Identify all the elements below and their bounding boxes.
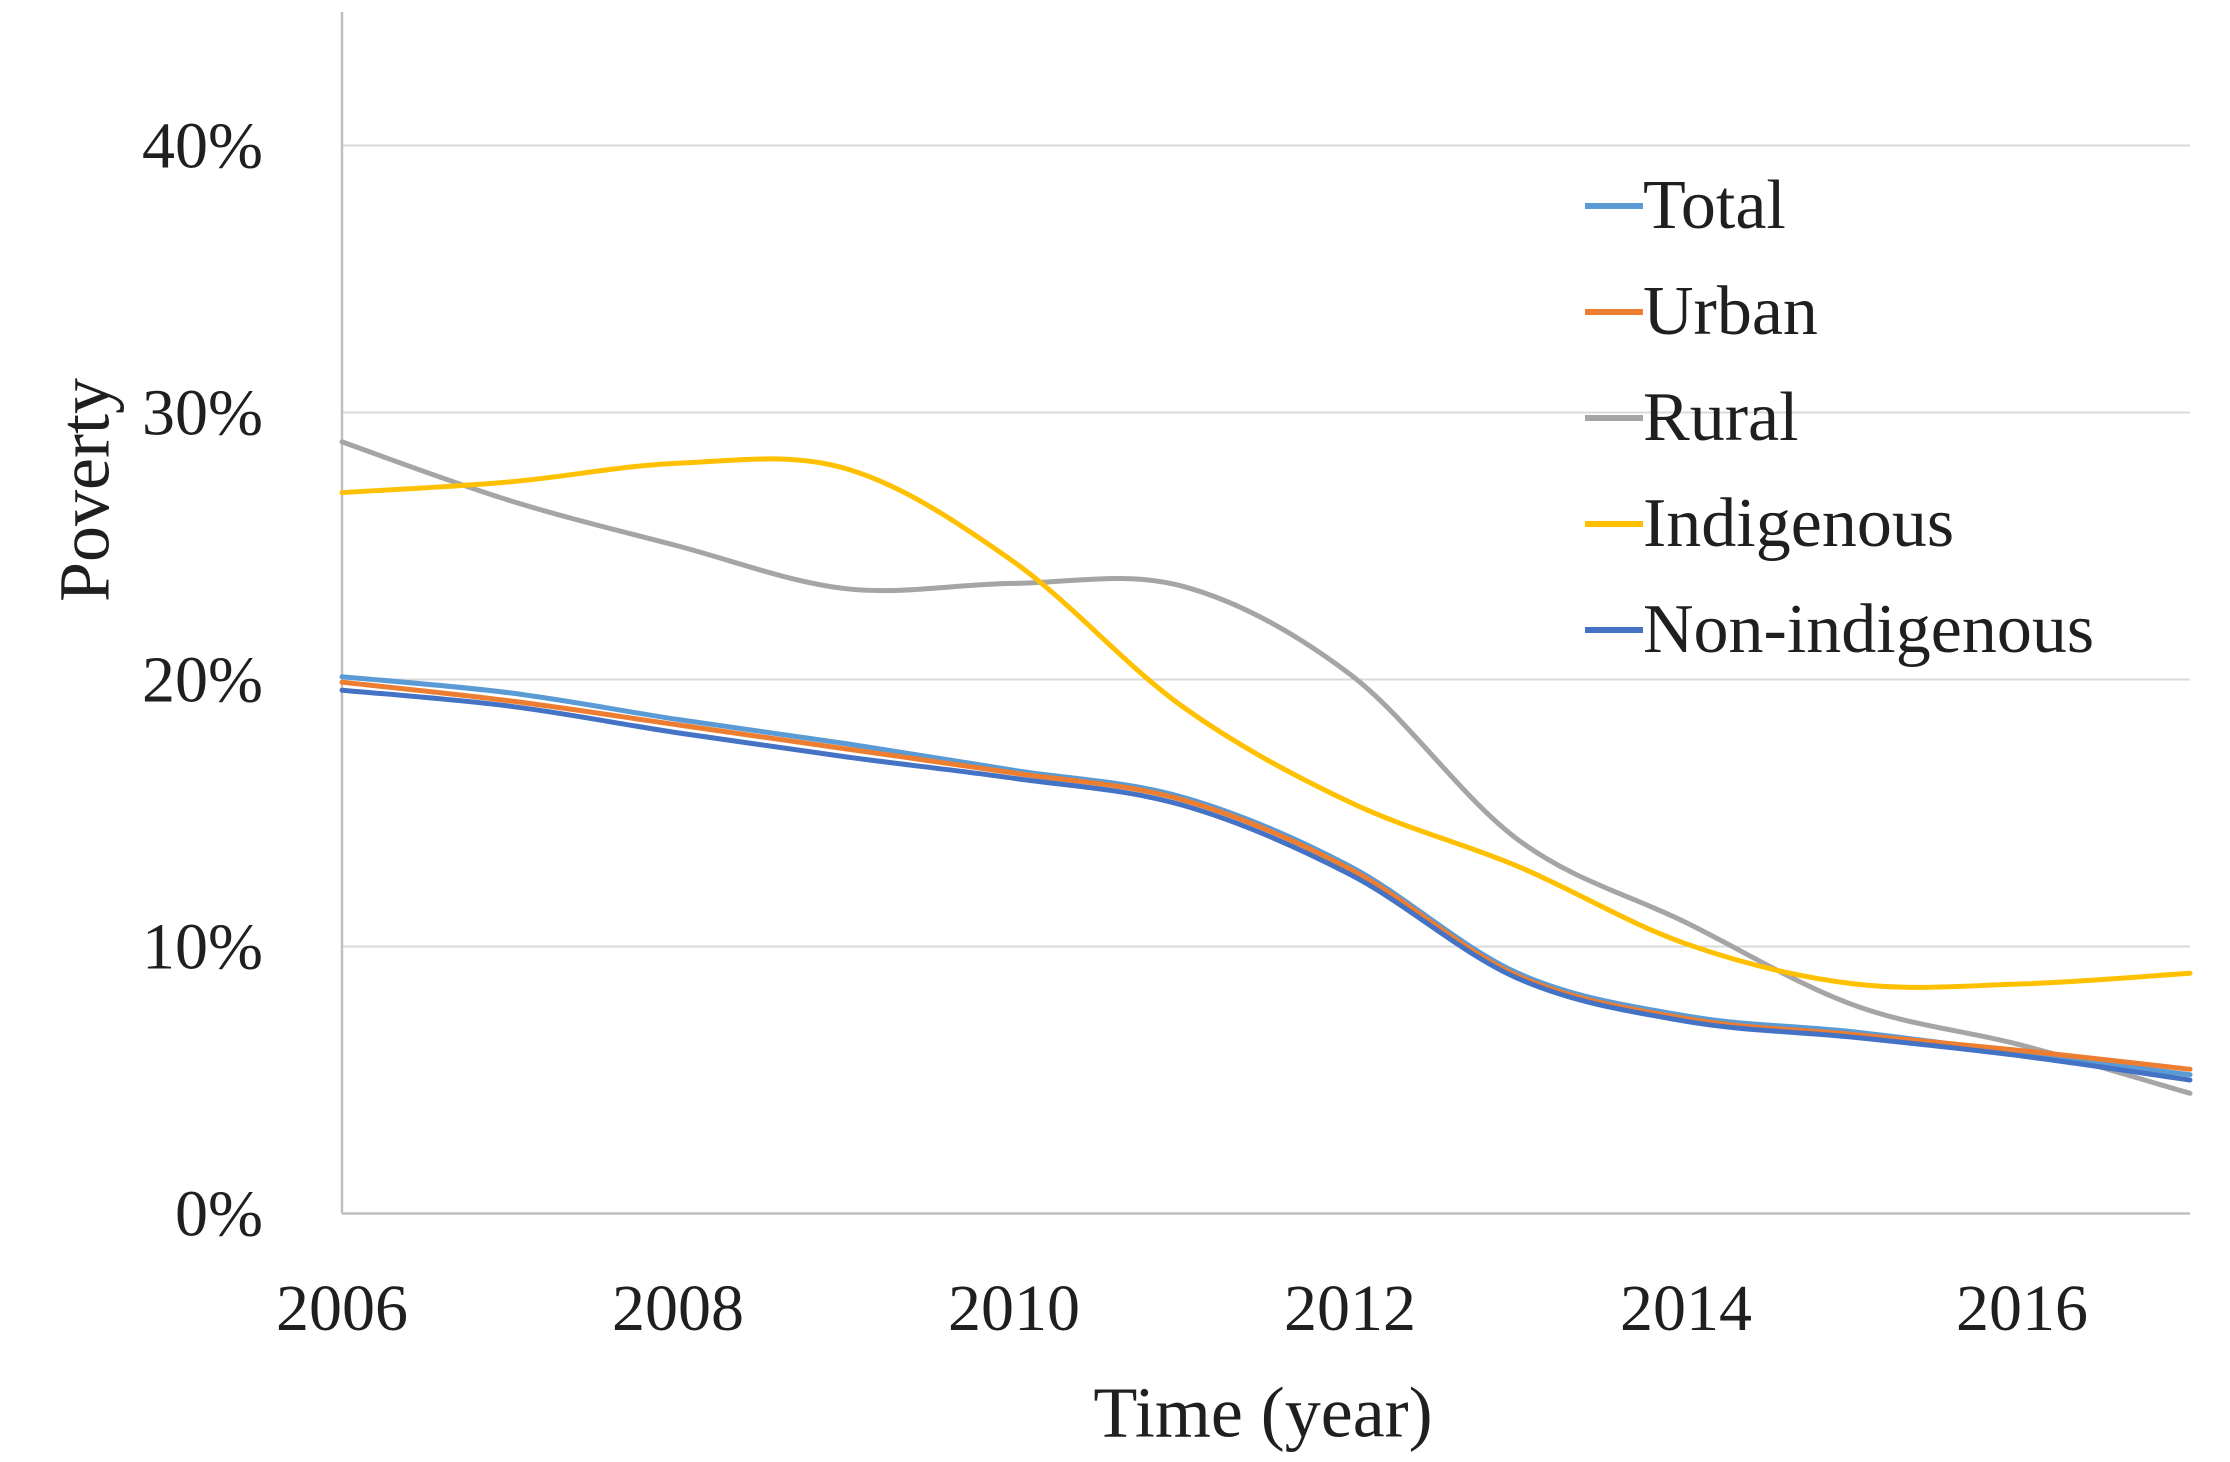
x-axis-title: Time (year) <box>1093 1372 1433 1453</box>
x-tick-label-2016: 2016 <box>1956 1272 2088 1345</box>
x-tick-label-2012: 2012 <box>1284 1272 1416 1345</box>
legend-label-indigenous: Indigenous <box>1643 485 1955 562</box>
x-tick-label-2008: 2008 <box>612 1272 744 1345</box>
x-tick-label-2006: 2006 <box>276 1272 408 1345</box>
legend-label-rural: Rural <box>1643 379 1799 456</box>
y-tick-label-30%: 30% <box>142 377 263 450</box>
legend-item-rural: Rural <box>1585 378 1799 458</box>
legend-label-non-indigenous: Non-indigenous <box>1643 591 2095 668</box>
y-tick-label-20%: 20% <box>142 644 263 717</box>
legend-swatch-indigenous <box>1585 521 1643 527</box>
legend-label-urban: Urban <box>1643 273 1818 350</box>
legend-swatch-total <box>1585 203 1643 209</box>
legend-swatch-non-indigenous <box>1585 627 1643 633</box>
y-axis-title: Poverty <box>44 378 125 602</box>
series-line-non-indigenous <box>339 687 2193 1083</box>
legend-item-indigenous: Indigenous <box>1585 484 1954 564</box>
series-line-total <box>339 674 2193 1078</box>
series-line-urban <box>339 679 2193 1072</box>
series-line-rural <box>339 439 2193 1096</box>
y-tick-label-40%: 40% <box>142 110 263 183</box>
legend-item-non-indigenous: Non-indigenous <box>1585 590 2094 670</box>
x-tick-label-2014: 2014 <box>1620 1272 1752 1345</box>
legend-swatch-rural <box>1585 415 1643 421</box>
legend-item-total: Total <box>1585 166 1786 246</box>
legend-item-urban: Urban <box>1585 272 1818 352</box>
x-tick-label-2010: 2010 <box>948 1272 1080 1345</box>
y-tick-label-10%: 10% <box>142 911 263 984</box>
y-tick-label-0%: 0% <box>175 1178 263 1251</box>
legend-label-total: Total <box>1643 167 1786 244</box>
legend-swatch-urban <box>1585 309 1643 315</box>
series-line-indigenous <box>339 456 2193 990</box>
